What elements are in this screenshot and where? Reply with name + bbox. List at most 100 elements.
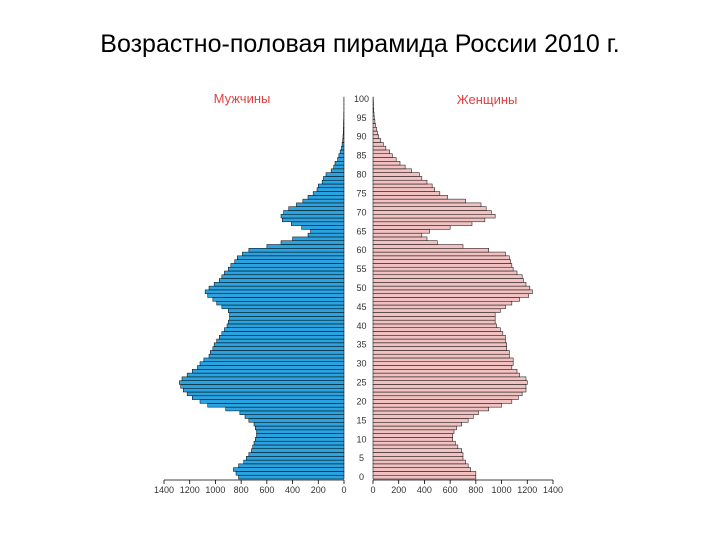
male-bar <box>216 300 345 306</box>
female-bar <box>372 240 438 245</box>
female-bar <box>372 471 477 476</box>
female-bar <box>372 323 497 328</box>
male-bar <box>310 229 345 234</box>
female-bar <box>372 248 489 253</box>
female-side-label: Женщины <box>457 92 518 107</box>
male-bar <box>242 251 345 257</box>
male-bar <box>199 399 345 404</box>
male-bar <box>210 350 345 355</box>
male-bar <box>256 433 345 438</box>
male-bar <box>244 414 345 419</box>
female-bar <box>372 119 376 124</box>
female-bar <box>372 327 501 332</box>
female-bar <box>372 161 401 166</box>
male-bar <box>186 391 345 397</box>
female-bar <box>372 244 464 249</box>
male-bar <box>316 187 345 192</box>
male-bar <box>228 319 345 325</box>
age-axis: 0 5 10 15 20 25 30 35 40 45 50 55 60 65 70 75 80 85 90 95 10… <box>354 94 369 482</box>
male-bar <box>225 406 345 412</box>
male-bar <box>181 376 345 381</box>
age-tick-label: 50 <box>356 283 366 293</box>
male-side-label: Мужчины <box>214 91 271 106</box>
male-bar <box>266 244 345 249</box>
male-bar <box>219 335 345 340</box>
female-bar <box>372 108 375 113</box>
female-bar <box>372 463 469 468</box>
female-bar <box>372 123 376 128</box>
female-bar <box>372 293 529 298</box>
male-bar <box>312 191 345 196</box>
male-bar <box>253 440 345 446</box>
female-bar <box>372 270 518 276</box>
female-axis-tick-label: 1200 <box>517 485 537 495</box>
female-bar <box>372 266 514 272</box>
female-bar <box>372 357 514 363</box>
male-axis-tick-label: 1200 <box>180 485 200 495</box>
male-bar <box>318 183 345 189</box>
female-bar <box>372 474 477 480</box>
male-bar <box>253 422 345 427</box>
female-bar <box>372 316 496 321</box>
male-bar <box>248 248 345 253</box>
male-axis-tick-label: 800 <box>234 485 249 495</box>
male-axis-tick-label: 400 <box>285 485 300 495</box>
male-bar <box>330 168 345 173</box>
age-tick-label: 90 <box>356 132 366 142</box>
male-bar <box>301 225 345 230</box>
male-bar <box>341 145 345 151</box>
female-bar <box>372 297 520 302</box>
female-bar <box>372 444 459 449</box>
female-bar <box>372 232 423 238</box>
male-bar <box>208 353 345 359</box>
female-axis-tick-label: 0 <box>370 485 375 495</box>
male-bar <box>342 134 345 139</box>
male-bar <box>325 172 345 177</box>
male-bar <box>208 285 345 291</box>
male-bar <box>228 266 345 272</box>
male-bar <box>192 369 345 374</box>
female-bar <box>372 176 423 181</box>
age-tick-label: 65 <box>356 226 366 236</box>
female-bar <box>372 217 486 223</box>
male-bar <box>226 323 345 328</box>
age-tick-label: 20 <box>356 396 366 406</box>
female-bar <box>372 387 527 393</box>
female-bar <box>372 403 502 408</box>
male-bar <box>229 316 345 321</box>
female-bar <box>372 335 506 340</box>
male-bar <box>192 395 345 400</box>
female-bar <box>372 448 462 453</box>
female-bar <box>372 172 420 177</box>
male-bar <box>296 202 345 207</box>
male-axis-tick-label: 1000 <box>205 485 225 495</box>
male-bar <box>338 153 345 158</box>
male-bar <box>343 123 345 128</box>
female-bar <box>372 459 466 465</box>
age-tick-label: 85 <box>356 151 366 161</box>
female-bar <box>372 134 380 139</box>
age-tick-label: 10 <box>356 434 366 444</box>
male-bar <box>333 164 345 170</box>
male-bars <box>179 96 345 480</box>
age-tick-label: 45 <box>356 302 366 312</box>
male-bar <box>238 474 345 480</box>
male-bar <box>216 338 345 344</box>
male-bar <box>252 444 345 449</box>
female-bar <box>372 104 374 109</box>
female-bar <box>372 338 506 344</box>
male-bar <box>207 403 345 408</box>
female-bar <box>372 319 496 325</box>
female-bar <box>372 179 428 185</box>
male-bar <box>342 138 345 143</box>
female-bar <box>372 157 397 162</box>
age-tick-label: 30 <box>356 359 366 369</box>
female-bar <box>372 213 496 219</box>
male-bar <box>243 459 345 465</box>
age-tick-label: 100 <box>354 94 369 104</box>
female-bar <box>372 278 524 283</box>
female-bar <box>372 342 507 347</box>
male-bar <box>230 263 345 268</box>
male-bar <box>239 410 345 415</box>
male-bar <box>229 312 345 317</box>
